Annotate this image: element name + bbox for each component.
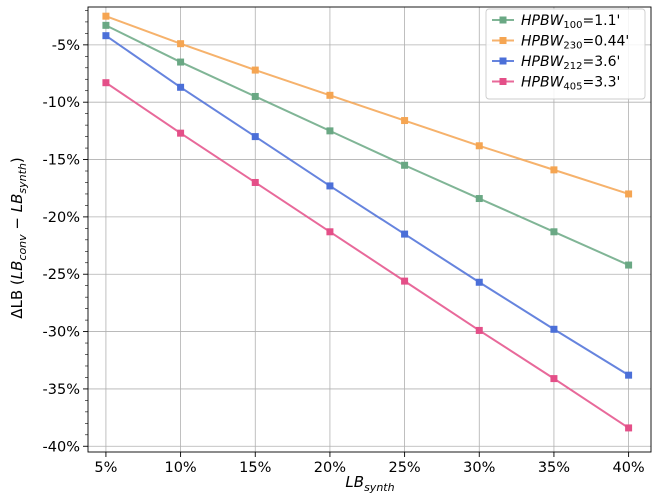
data-point <box>475 142 483 150</box>
data-point <box>401 230 409 238</box>
x-axis-label-sub: synth <box>364 481 395 494</box>
data-point <box>251 133 259 141</box>
y-axis-label: ΔLB (LBconv − LBsynth) <box>8 157 29 319</box>
data-point <box>550 375 558 383</box>
y-tick-label: -40% <box>43 439 80 455</box>
data-point <box>401 161 409 169</box>
legend-marker <box>499 16 507 24</box>
data-point <box>326 182 334 190</box>
data-point <box>625 190 633 198</box>
legend-marker <box>499 78 507 85</box>
y-tick-label: -15% <box>43 153 80 169</box>
data-point <box>177 83 185 91</box>
legend-marker <box>499 57 507 65</box>
svg-text:LBsynth: LBsynth <box>345 473 394 494</box>
y-tick-label: -25% <box>43 267 80 283</box>
x-tick-label: 30% <box>463 460 495 476</box>
x-tick-label: 5% <box>94 460 117 476</box>
series-line <box>105 15 629 195</box>
axes: 5% 10% 15% 20% 25% 30% 35% 40% -5% -10% -15% -20% -2… <box>43 6 652 476</box>
x-tick-label: 15% <box>239 460 271 476</box>
y-tick-label: -10% <box>43 95 80 111</box>
legend-label-main: HPBW <box>521 34 565 50</box>
legend-label-main: HPBW <box>521 54 565 70</box>
y-axis-label-minus: − <box>8 212 26 234</box>
legend: HPBW100=1.1'HPBW230=0.44'HPBW212=3.6'HPB… <box>485 8 646 100</box>
data-point <box>177 40 185 48</box>
data-point <box>475 195 483 203</box>
y-axis-label-lb2: LB <box>8 194 26 213</box>
data-point <box>102 79 110 87</box>
series-line <box>105 81 630 429</box>
legend-label-value: =3.3' <box>583 75 621 91</box>
data-point <box>625 261 633 269</box>
legend-frame <box>485 8 646 100</box>
data-point <box>401 277 409 285</box>
legend-label: HPBW230=0.44' <box>521 34 629 52</box>
legend-label-value: =1.1' <box>583 13 621 29</box>
plot-frame <box>87 6 652 453</box>
y-tick-label: -30% <box>43 325 80 341</box>
x-tick-label: 35% <box>538 460 570 476</box>
data-point <box>102 32 110 40</box>
y-axis-label-sub2: synth <box>16 163 29 194</box>
series-line <box>105 24 630 266</box>
legend-label-main: HPBW <box>521 13 565 29</box>
series-line <box>105 34 630 377</box>
data-point <box>177 129 185 137</box>
data-point <box>326 91 334 99</box>
legend-label-sub: 212 <box>563 61 582 72</box>
legend-label: HPBW100=1.1' <box>521 13 620 31</box>
data-point <box>326 127 334 135</box>
data-point <box>475 326 483 334</box>
data-point <box>625 424 633 432</box>
data-point <box>550 166 558 174</box>
legend-label-main: HPBW <box>521 75 565 91</box>
data-point <box>251 178 259 186</box>
data-point <box>251 66 259 74</box>
legend-label-sub: 230 <box>563 41 582 52</box>
data-point <box>625 371 633 379</box>
svg-text:ΔLB (LBconv − LBsynth): ΔLB (LBconv − LBsynth) <box>8 157 29 319</box>
x-tick-label: 25% <box>388 460 420 476</box>
legend-marker <box>499 37 507 44</box>
x-axis-label: LBsynth <box>345 473 394 494</box>
y-axis-label-lb1: LB <box>8 261 26 280</box>
data-point <box>550 325 558 333</box>
legend-label: HPBW212=3.6' <box>521 54 620 72</box>
x-tick-label: 10% <box>164 460 196 476</box>
series-layer <box>102 12 633 432</box>
y-axis-label-sub1: conv <box>16 234 29 261</box>
legend-label-value: =0.44' <box>583 34 630 50</box>
legend-label: HPBW405=3.3' <box>521 75 620 93</box>
y-tick-label: -35% <box>43 382 80 398</box>
data-point <box>251 92 259 100</box>
legend-label-sub: 405 <box>563 82 582 93</box>
y-tick-label: -20% <box>43 210 80 226</box>
data-point <box>475 278 483 286</box>
legend-label-sub: 100 <box>563 20 582 31</box>
data-point <box>177 58 185 66</box>
legend-label-value: =3.6' <box>583 54 621 70</box>
x-tick-label: 40% <box>612 460 644 476</box>
data-point <box>401 117 409 125</box>
x-tick-label: 20% <box>314 460 346 476</box>
x-axis-label-main: LB <box>345 473 364 491</box>
data-point <box>102 12 110 20</box>
data-point <box>550 228 558 236</box>
y-axis-label-suffix: ) <box>8 157 26 163</box>
y-axis-label-prefix: ΔLB ( <box>8 279 26 319</box>
y-tick-label: -5% <box>52 38 80 54</box>
data-point <box>102 21 110 29</box>
data-point <box>326 228 334 236</box>
